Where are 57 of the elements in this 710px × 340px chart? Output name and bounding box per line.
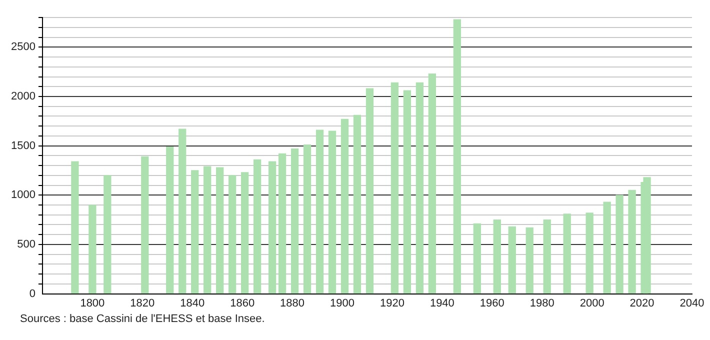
bar (240, 172, 249, 294)
bar (104, 175, 112, 294)
y-tick-label: 1500 (10, 140, 36, 152)
bar (508, 226, 516, 294)
bar (526, 227, 534, 294)
x-tick-label: 2040 (680, 297, 704, 310)
bar (453, 19, 461, 294)
bar (493, 219, 501, 294)
bar (191, 170, 199, 294)
y-tick-label: 2000 (10, 90, 36, 103)
bar (616, 194, 624, 294)
bar (603, 202, 611, 294)
bar (290, 148, 299, 294)
bar (303, 144, 312, 294)
bar (643, 177, 651, 294)
bar (268, 161, 276, 294)
y-tick-label: 0 (29, 288, 36, 300)
x-tick-label: 1820 (130, 297, 155, 310)
bar (316, 130, 324, 294)
bar (416, 82, 424, 294)
y-tick-label: 2500 (10, 41, 36, 54)
x-tick-label: 1980 (530, 297, 554, 310)
bar (88, 204, 96, 294)
bar (340, 118, 349, 294)
x-tick-label: 1900 (330, 297, 354, 310)
bar (71, 161, 79, 294)
x-tick-label: 1920 (380, 297, 404, 310)
x-tick-label: 2000 (580, 297, 604, 310)
bar (366, 88, 374, 294)
bar (586, 212, 594, 294)
bar (473, 223, 481, 294)
x-tick-label: 1840 (180, 297, 205, 310)
bar (543, 219, 551, 294)
bar (228, 175, 236, 294)
bar (253, 159, 262, 294)
bar (428, 73, 436, 294)
x-tick-label: 1880 (280, 297, 305, 310)
x-tick-label: 1800 (80, 297, 105, 310)
bar (563, 214, 571, 294)
y-tick-label: 1000 (10, 189, 36, 202)
y-tick-label: 500 (17, 238, 36, 251)
bar (216, 167, 224, 294)
bar (628, 190, 636, 294)
x-tick-label: 2020 (630, 297, 654, 310)
x-tick-label: 1960 (480, 297, 504, 310)
bar (166, 146, 174, 294)
bar (328, 130, 336, 294)
bar (353, 114, 362, 294)
x-tick-label: 1860 (230, 297, 255, 310)
bar (141, 156, 149, 294)
x-tick-label: 1940 (430, 297, 454, 310)
source-note: Sources : base Cassini de l'EHESS et base Insee. (20, 313, 266, 325)
bar (204, 166, 212, 294)
bar (278, 153, 286, 294)
bar (403, 90, 412, 294)
bar (390, 82, 399, 294)
bar (178, 128, 186, 294)
